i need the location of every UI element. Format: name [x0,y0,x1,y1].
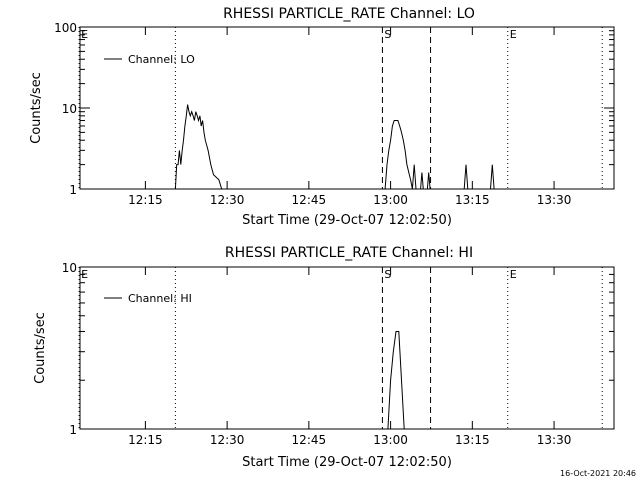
x-tick-label-1: 12:30 [210,193,245,207]
marker-label-4: E [510,28,517,41]
plot-frame [79,266,615,430]
y-axis-ticks: 1 10 [62,261,614,437]
y-tick-label-0: 1 [69,423,77,437]
marker-label-2: S [384,28,391,41]
x-tick-label-4: 13:15 [455,193,490,207]
legend-label: Channel: HI [128,292,192,305]
marker-label-2: S [384,268,391,281]
y-tick-label-1: 10 [62,102,77,116]
y-axis-ticks: 1 10 100 [54,21,614,197]
y-tick-label-0: 1 [69,183,77,197]
series-line-channel-lo [174,104,495,190]
x-tick-label-2: 12:45 [292,433,327,447]
x-axis-label: Start Time (29-Oct-07 12:02:50) [242,455,452,470]
chart-title: RHESSI PARTICLE_RATE Channel: LO [223,6,475,22]
x-tick-label-4: 13:15 [455,433,490,447]
marker-lines [78,27,603,189]
x-tick-label-0: 12:15 [128,433,163,447]
render-timestamp: 16-Oct-2021 20:46 [560,469,636,478]
chart-title: RHESSI PARTICLE_RATE Channel: HI [225,245,473,261]
x-axis-ticks: 12:15 12:30 12:45 13:00 13:15 13:30 [128,27,571,207]
x-tick-label-1: 12:30 [210,433,245,447]
series-line-channel-hi [387,331,405,430]
x-tick-label-2: 12:45 [292,193,327,207]
y-tick-label-2: 100 [54,21,77,35]
x-tick-label-5: 13:30 [537,433,572,447]
y-axis-label: Counts/sec [33,312,48,384]
x-tick-label-5: 13:30 [537,193,572,207]
y-tick-label-1: 10 [62,261,77,275]
marker-lines [78,267,603,429]
x-axis-ticks: 12:15 12:30 12:45 13:00 13:15 13:30 [128,267,571,447]
plot-frame [79,26,615,190]
x-axis-label: Start Time (29-Oct-07 12:02:50) [242,213,452,228]
marker-label-4: E [510,268,517,281]
legend-label: Channel: LO [128,53,195,66]
x-tick-label-0: 12:15 [128,193,163,207]
x-tick-label-3: 13:00 [373,193,408,207]
x-tick-label-3: 13:00 [373,433,408,447]
y-axis-label: Counts/sec [29,72,44,144]
